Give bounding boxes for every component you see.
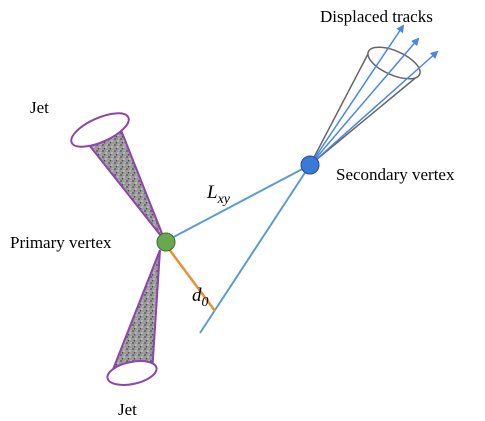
jet-top-cone: [70, 112, 166, 242]
d0-label: d0: [192, 285, 209, 310]
impact-parameter-d0: [164, 244, 217, 312]
jet-bottom-cone: [106, 249, 161, 386]
displaced-tracks-cone: [309, 24, 439, 166]
lxy-label-sub: xy: [217, 192, 231, 207]
displaced-cone-mouth: [367, 46, 421, 80]
displaced-track-2: [309, 37, 420, 166]
jet-bottom-label: Jet: [118, 400, 137, 419]
jet-top-cone-mouth: [70, 112, 130, 148]
jet-bottom-cone-mouth: [106, 360, 158, 386]
secondary-vertex-label: Secondary vertex: [336, 165, 455, 184]
lxy-label: Lxy: [206, 182, 231, 207]
jet-top-label: Jet: [30, 98, 49, 117]
jet-bottom-cone-body: [110, 249, 161, 376]
secondary-vertex-dot: [300, 155, 320, 175]
displaced-track-3: [309, 50, 439, 166]
primary-vertex-label: Primary vertex: [10, 233, 112, 252]
primary-vertex-dot: [156, 232, 176, 252]
extrapolated-track-line: [199, 164, 311, 334]
flight-line-lxy: [165, 164, 311, 242]
d0-label-sub: 0: [202, 295, 209, 310]
d0-label-main: d: [192, 285, 202, 306]
displaced-track-1: [309, 24, 405, 166]
displaced-tracks-label: Displaced tracks: [320, 7, 433, 26]
lxy-label-main: L: [206, 182, 218, 203]
